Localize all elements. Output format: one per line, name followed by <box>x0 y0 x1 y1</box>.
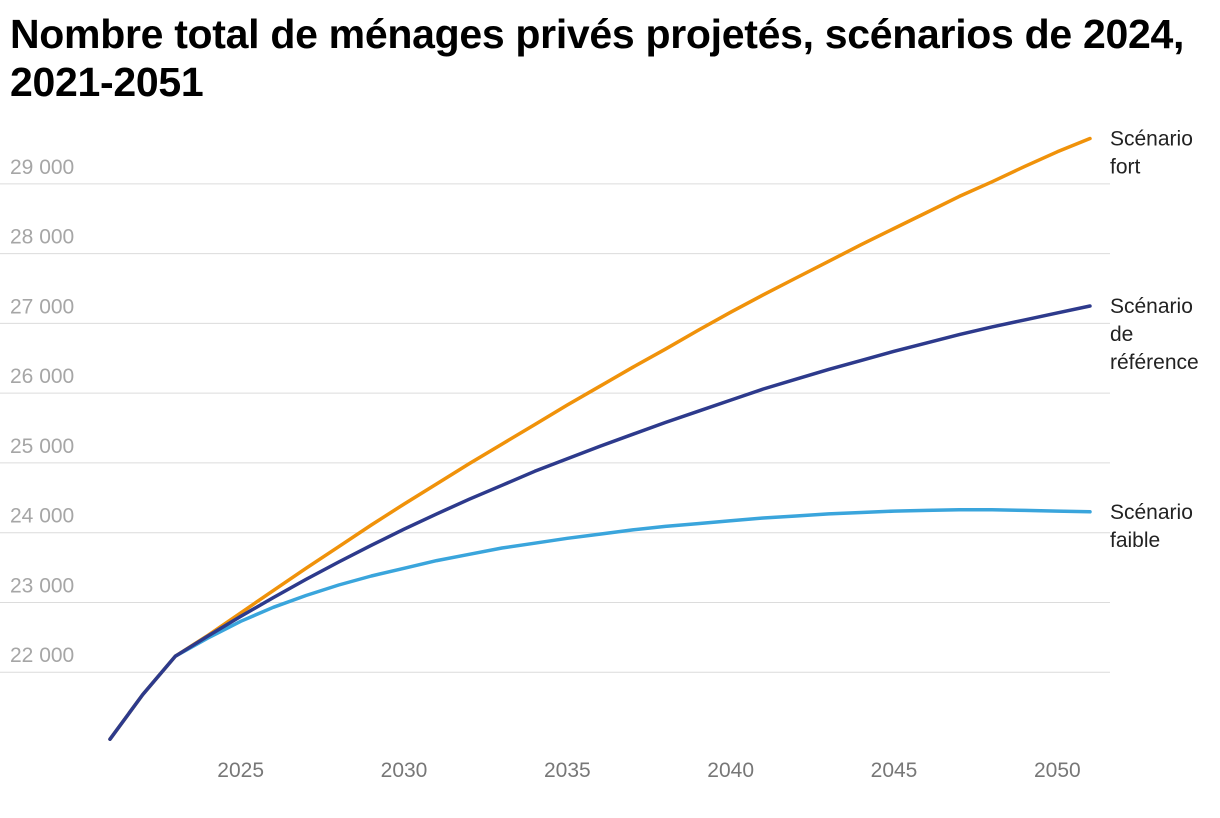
y-tick-label: 28 000 <box>10 226 74 249</box>
x-tick-label: 2030 <box>381 759 428 782</box>
series-label-line: faible <box>1110 529 1160 552</box>
series-labels: Scénario fort Scénario de référence Scénario f… <box>1110 128 1199 552</box>
y-tick-label: 27 000 <box>10 295 74 318</box>
y-tick-label: 22 000 <box>10 644 74 667</box>
series-lines <box>108 136 1092 741</box>
y-tick-label: 26 000 <box>10 365 74 388</box>
y-tick-label: 25 000 <box>10 435 74 458</box>
chart-title: Nombre total de ménages privés projetés,… <box>10 11 1185 105</box>
y-tick-label: 23 000 <box>10 574 74 597</box>
x-tick-label: 2025 <box>217 759 264 782</box>
series-label-line: fort <box>1110 156 1141 179</box>
x-tick-label: 2050 <box>1034 759 1081 782</box>
series-line <box>108 507 1092 741</box>
series-line <box>108 304 1092 741</box>
x-tick-label: 2040 <box>707 759 754 782</box>
x-axis-ticks: 2025 2030 2035 2040 2045 2050 <box>217 759 1080 782</box>
series-label-line: de <box>1110 323 1133 346</box>
y-tick-label: 29 000 <box>10 156 74 179</box>
gridlines <box>0 183 1110 673</box>
x-tick-label: 2045 <box>871 759 918 782</box>
series-label: Scénario faible <box>1110 501 1193 552</box>
series-label-line: Scénario <box>1110 501 1193 524</box>
y-axis-ticks: 22 000 23 000 24 000 25 000 26 000 27 000 28 0… <box>10 156 74 667</box>
series-label-line: Scénario <box>1110 128 1193 151</box>
x-tick-label: 2035 <box>544 759 591 782</box>
y-tick-label: 24 000 <box>10 505 74 528</box>
series-label: Scénario fort <box>1110 128 1193 179</box>
series-label-line: Scénario <box>1110 295 1193 318</box>
series-label: Scénario de référence <box>1110 295 1199 374</box>
series-label-line: référence <box>1110 351 1199 374</box>
series-line <box>108 136 1092 741</box>
